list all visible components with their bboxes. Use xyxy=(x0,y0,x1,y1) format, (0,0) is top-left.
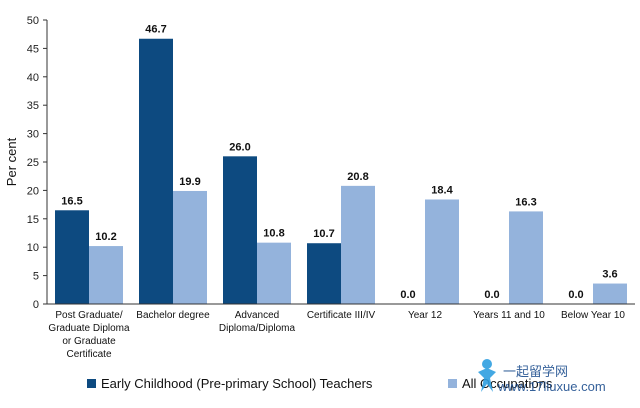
data-label: 10.2 xyxy=(95,231,116,243)
category-label: Years 11 and 10 xyxy=(473,310,545,321)
data-label: 46.7 xyxy=(145,24,166,36)
category-label-line: Post Graduate/ xyxy=(55,310,122,321)
category-label-line: or Graduate xyxy=(62,336,116,347)
watermark-url: www.17liuxue.com xyxy=(497,379,606,394)
bar-series-1 xyxy=(139,38,173,305)
bar-series-1 xyxy=(223,156,257,304)
bar-series-1 xyxy=(307,243,341,304)
bar-series-2 xyxy=(593,283,627,304)
data-label: 18.4 xyxy=(431,184,453,196)
legend-swatch-2 xyxy=(448,379,457,388)
category-label-line: Advanced xyxy=(235,310,279,321)
category-label-line: Year 12 xyxy=(408,310,443,321)
data-label: 10.8 xyxy=(263,228,284,240)
category-label-line: Diploma/Diploma xyxy=(219,323,296,334)
y-tick-label: 15 xyxy=(27,214,39,226)
y-tick-label: 25 xyxy=(27,157,39,169)
star-figure-icon xyxy=(478,359,496,392)
bar-series-1 xyxy=(55,210,89,304)
bar-series-2 xyxy=(509,211,543,304)
category-label: Below Year 10 xyxy=(561,310,625,321)
y-axis-label: Per cent xyxy=(4,137,19,186)
category-label-line: Below Year 10 xyxy=(561,310,625,321)
category-label: Bachelor degree xyxy=(136,310,210,321)
data-label: 0.0 xyxy=(484,289,499,301)
watermark-text: 一起留学网 xyxy=(503,364,568,379)
data-label: 3.6 xyxy=(602,269,617,281)
category-label: Post Graduate/Graduate Diploma or Graduat… xyxy=(48,310,130,360)
category-label-line: Bachelor degree xyxy=(136,310,210,321)
category-label-line: Years 11 and 10 xyxy=(473,310,545,321)
y-tick-label: 5 xyxy=(33,271,39,283)
category-label: Certificate III/IV xyxy=(307,310,376,321)
data-label: 10.7 xyxy=(313,228,334,240)
bar-series-2 xyxy=(425,199,459,304)
data-label: 16.5 xyxy=(61,195,82,207)
y-tick-label: 10 xyxy=(27,242,39,254)
category-label-line: Graduate Diploma xyxy=(48,323,130,334)
bar-series-2 xyxy=(257,242,291,304)
data-label: 26.0 xyxy=(229,141,250,153)
data-label: 20.8 xyxy=(347,171,368,183)
category-label-line: Certificate xyxy=(66,349,111,360)
category-label: Advanced Diploma/Diploma xyxy=(219,310,296,334)
data-labels: 16.5 10.2 46.7 19.9 26.0 10.8 10.7 20.8 0.0 18.4 0… xyxy=(61,24,617,301)
data-label: 0.0 xyxy=(568,289,583,301)
y-tick-label: 0 xyxy=(33,299,39,311)
data-label: 19.9 xyxy=(179,176,200,188)
bar-series-2 xyxy=(89,246,123,304)
data-label: 0.0 xyxy=(400,289,415,301)
data-label: 16.3 xyxy=(515,196,536,208)
legend-swatch-1 xyxy=(87,379,96,388)
bar-series-2 xyxy=(173,190,207,304)
legend-label-1: Early Childhood (Pre-primary School) Tea… xyxy=(101,376,373,391)
bar-series-2 xyxy=(341,185,375,304)
category-labels: Post Graduate/Graduate Diploma or Graduat… xyxy=(48,310,625,360)
y-tick-label: 40 xyxy=(27,72,39,84)
y-tick-label: 30 xyxy=(27,129,39,141)
y-tick-label: 20 xyxy=(27,185,39,197)
y-tick-label: 45 xyxy=(27,43,39,55)
y-tick-label: 35 xyxy=(27,100,39,112)
y-tick-label: 50 xyxy=(27,15,39,27)
y-axis-ticks: 0 5 10 15 20 25 30 35 40 45 50 xyxy=(27,15,47,311)
category-label-line: Certificate III/IV xyxy=(307,310,376,321)
category-label: Year 12 xyxy=(408,310,443,321)
watermark: 一起留学网 www.17liuxue.com xyxy=(478,359,606,394)
bars xyxy=(55,38,627,305)
